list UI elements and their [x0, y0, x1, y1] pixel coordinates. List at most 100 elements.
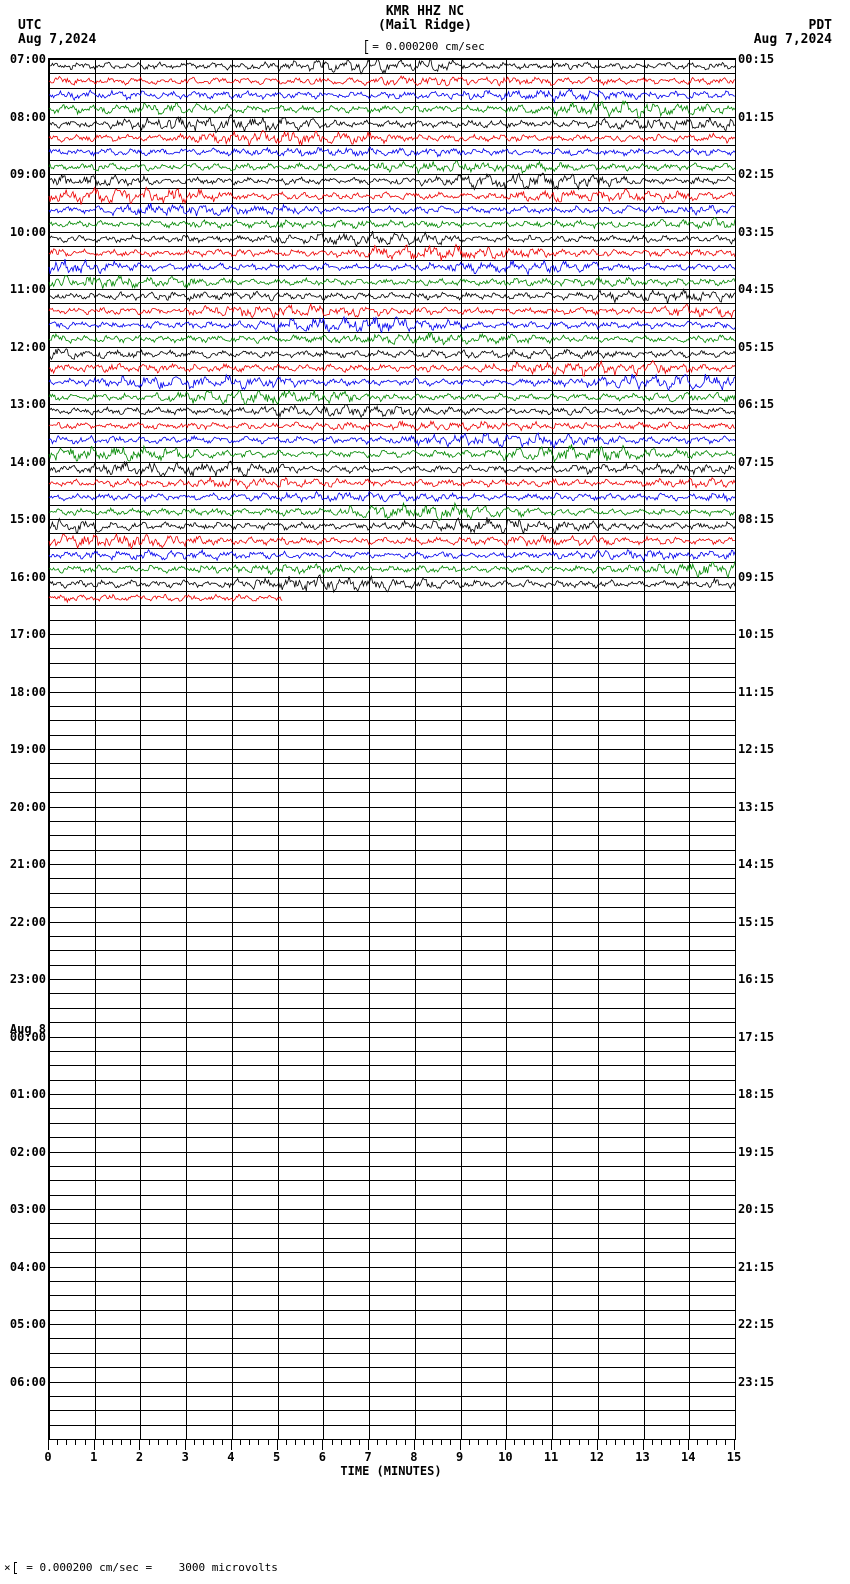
x-tick-minor	[222, 1440, 223, 1445]
utc-time-label: 03:00	[2, 1202, 46, 1216]
grid-line-h	[49, 1382, 735, 1383]
grid-line-h	[49, 677, 735, 678]
x-tick-minor	[75, 1440, 76, 1445]
grid-line-h	[49, 1267, 735, 1268]
x-tick-minor	[707, 1440, 708, 1445]
grid-line-h	[49, 1252, 735, 1253]
x-tick-minor	[66, 1440, 67, 1445]
x-tick-minor	[313, 1440, 314, 1445]
grid-line-h	[49, 1338, 735, 1339]
grid-line-h	[49, 778, 735, 779]
grid-line-h	[49, 792, 735, 793]
grid-line-h	[49, 648, 735, 649]
pdt-time-label: 20:15	[738, 1202, 786, 1216]
grid-line-h	[49, 634, 735, 635]
x-tick-label: 5	[273, 1450, 280, 1464]
x-tick-minor	[377, 1440, 378, 1445]
x-tick-minor	[121, 1440, 122, 1445]
grid-line-h	[49, 1065, 735, 1066]
pdt-time-label: 03:15	[738, 225, 786, 239]
pdt-date: Aug 7,2024	[754, 32, 832, 47]
x-tick-major	[94, 1440, 95, 1450]
grid-line-h	[49, 1367, 735, 1368]
x-tick-minor	[514, 1440, 515, 1445]
utc-time-label: 22:00	[2, 915, 46, 929]
utc-time-label: 21:00	[2, 857, 46, 871]
x-tick-label: 2	[136, 1450, 143, 1464]
pdt-time-label: 09:15	[738, 570, 786, 584]
grid-line-h	[49, 749, 735, 750]
utc-time-label: 06:00	[2, 1375, 46, 1389]
pdt-time-label: 16:15	[738, 972, 786, 986]
seismogram-plot-area	[48, 58, 736, 1440]
grid-line-h	[49, 1051, 735, 1052]
grid-line-h	[49, 1137, 735, 1138]
x-tick-minor	[341, 1440, 342, 1445]
scale-label: = 0.000200 cm/sec	[365, 40, 485, 54]
grid-line-h	[49, 922, 735, 923]
x-tick-label: 14	[681, 1450, 695, 1464]
x-tick-minor	[286, 1440, 287, 1445]
x-tick-label: 11	[544, 1450, 558, 1464]
grid-line-h	[49, 1353, 735, 1354]
x-tick-minor	[697, 1440, 698, 1445]
pdt-time-label: 05:15	[738, 340, 786, 354]
x-tick-minor	[542, 1440, 543, 1445]
pdt-time-label: 02:15	[738, 167, 786, 181]
x-tick-minor	[725, 1440, 726, 1445]
x-tick-minor	[103, 1440, 104, 1445]
x-tick-label: 13	[635, 1450, 649, 1464]
pdt-time-label: 01:15	[738, 110, 786, 124]
utc-time-label: 10:00	[2, 225, 46, 239]
x-tick-major	[597, 1440, 598, 1450]
x-tick-label: 8	[410, 1450, 417, 1464]
pdt-time-label: 17:15	[738, 1030, 786, 1044]
grid-line-h	[49, 1238, 735, 1239]
x-tick-major	[48, 1440, 49, 1450]
grid-line-h	[49, 864, 735, 865]
utc-time-label: 18:00	[2, 685, 46, 699]
x-tick-major	[322, 1440, 323, 1450]
x-tick-minor	[268, 1440, 269, 1445]
grid-line-h	[49, 663, 735, 664]
x-tick-label: 4	[227, 1450, 234, 1464]
x-tick-minor	[149, 1440, 150, 1445]
grid-line-h	[49, 1180, 735, 1181]
x-tick-label: 12	[590, 1450, 604, 1464]
x-tick-major	[414, 1440, 415, 1450]
station-subtitle: (Mail Ridge)	[378, 18, 472, 33]
grid-line-v	[735, 59, 736, 1439]
x-tick-minor	[167, 1440, 168, 1445]
pdt-time-label: 08:15	[738, 512, 786, 526]
x-tick-minor	[469, 1440, 470, 1445]
x-tick-major	[505, 1440, 506, 1450]
grid-line-h	[49, 821, 735, 822]
x-tick-label: 6	[319, 1450, 326, 1464]
grid-line-h	[49, 835, 735, 836]
x-tick-major	[551, 1440, 552, 1450]
grid-line-h	[49, 1425, 735, 1426]
x-tick-minor	[359, 1440, 360, 1445]
footer-scale: × = 0.000200 cm/sec = 3000 microvolts	[4, 1561, 278, 1574]
pdt-time-label: 19:15	[738, 1145, 786, 1159]
grid-line-h	[49, 936, 735, 937]
utc-time-label: 08:00	[2, 110, 46, 124]
x-axis: TIME (MINUTES) 0123456789101112131415	[48, 1440, 734, 1470]
x-tick-minor	[661, 1440, 662, 1445]
pdt-time-label: 06:15	[738, 397, 786, 411]
x-tick-minor	[350, 1440, 351, 1445]
utc-time-label: 19:00	[2, 742, 46, 756]
utc-label: UTC	[18, 18, 41, 33]
utc-time-label: 09:00	[2, 167, 46, 181]
footer-text-a: = 0.000200 cm/sec =	[26, 1561, 152, 1574]
x-tick-minor	[57, 1440, 58, 1445]
pdt-time-label: 18:15	[738, 1087, 786, 1101]
utc-time-label: 04:00	[2, 1260, 46, 1274]
x-tick-minor	[450, 1440, 451, 1445]
x-tick-major	[688, 1440, 689, 1450]
x-tick-minor	[496, 1440, 497, 1445]
grid-line-h	[49, 965, 735, 966]
grid-line-h	[49, 993, 735, 994]
grid-line-h	[49, 1152, 735, 1153]
grid-line-h	[49, 1223, 735, 1224]
